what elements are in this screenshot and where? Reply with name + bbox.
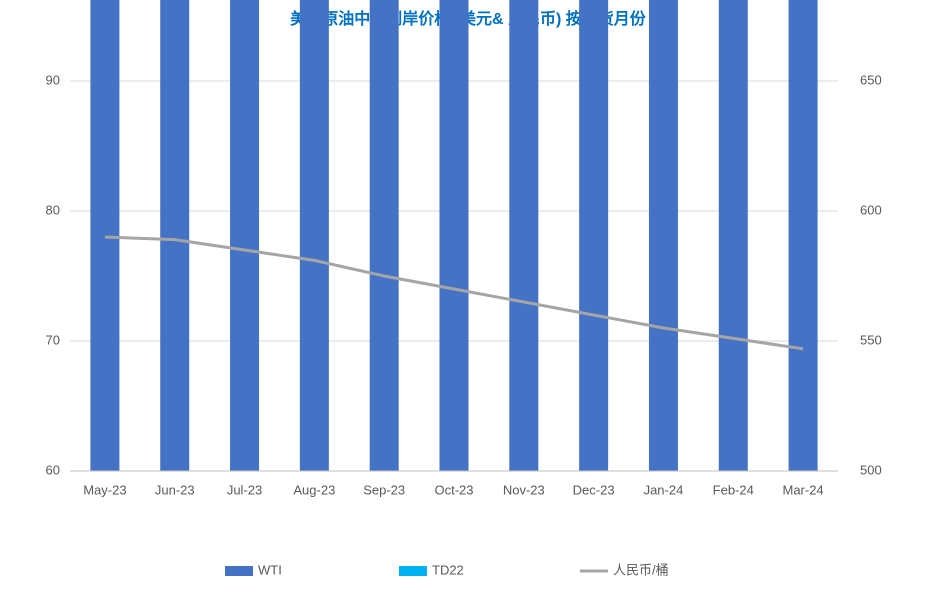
bar: [90, 0, 120, 471]
bar: [160, 0, 190, 472]
y-tick-label: 70: [46, 332, 60, 347]
x-tick-label: Jun-23: [155, 482, 195, 497]
legend-label: WTI: [258, 562, 282, 577]
x-tick-label: Mar-24: [782, 482, 823, 497]
y2-tick-label: 600: [860, 202, 882, 217]
y2-tick-label: 650: [860, 72, 882, 87]
y-tick-label: 80: [46, 202, 60, 217]
legend-label: TD22: [432, 562, 464, 577]
x-tick-label: May-23: [83, 482, 126, 497]
x-tick-label: Aug-23: [293, 482, 335, 497]
bar: [509, 0, 539, 472]
y-tick-label: 60: [46, 462, 60, 477]
x-tick-label: Sep-23: [363, 482, 405, 497]
legend-swatch: [399, 566, 427, 576]
x-tick-label: Nov-23: [503, 482, 545, 497]
bar: [299, 0, 329, 471]
y2-tick-label: 550: [860, 332, 882, 347]
x-tick-label: Jan-24: [644, 482, 684, 497]
bar: [579, 0, 609, 471]
x-tick-label: Dec-23: [573, 482, 615, 497]
y2-tick-label: 500: [860, 462, 882, 477]
x-tick-label: Jul-23: [227, 482, 262, 497]
line: [104, 235, 804, 351]
legend-label: 人民币/桶: [613, 562, 669, 577]
x-tick-label: Feb-24: [713, 482, 754, 497]
x-tick-label: Oct-23: [434, 482, 473, 497]
bar: [648, 0, 678, 471]
bar: [439, 0, 469, 471]
bar: [788, 0, 818, 471]
bar: [230, 0, 260, 472]
y-tick-label: 90: [46, 72, 60, 87]
bar: [369, 0, 399, 471]
legend-swatch: [225, 566, 253, 576]
bar: [718, 0, 748, 471]
